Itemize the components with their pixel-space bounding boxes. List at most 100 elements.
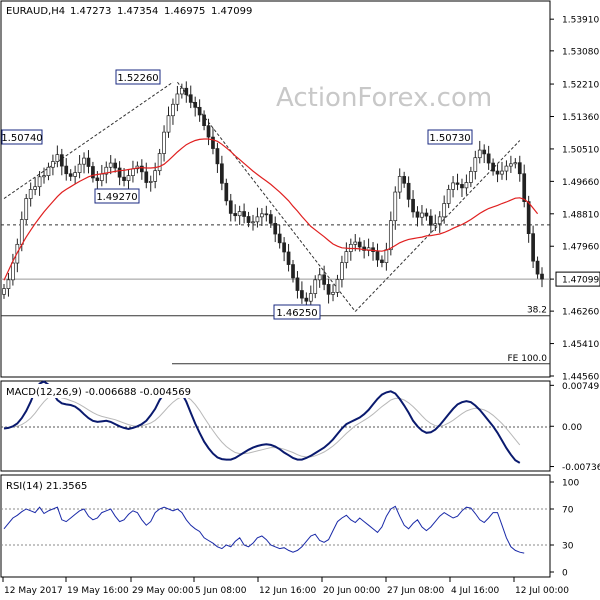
swing-label-box — [1, 129, 43, 145]
candle-body — [108, 162, 113, 168]
candle-body — [6, 279, 11, 289]
candle-body — [233, 213, 238, 217]
candle-body — [335, 279, 340, 293]
candle-body — [197, 106, 202, 116]
candle-body — [388, 220, 393, 251]
candle-body — [428, 215, 433, 226]
candle-body — [228, 200, 233, 214]
price-panel: EURAUD,H4 1.47273 1.47354 1.46975 1.4709… — [0, 0, 600, 383]
candle-body — [51, 161, 55, 168]
candle-body — [99, 173, 104, 181]
candle-body — [420, 212, 424, 218]
candle-body — [277, 233, 282, 244]
candle-body — [442, 203, 447, 218]
candle-body — [384, 249, 389, 264]
candle-body — [375, 251, 380, 261]
macd-tick-label: 0.00749 — [562, 382, 599, 392]
candle-body — [126, 175, 131, 181]
price-high: 1.47354 — [117, 6, 158, 17]
candle-body — [504, 165, 509, 172]
candle-body — [371, 247, 375, 252]
time-axis: 12 May 2017 19 May 16:00 29 May 00:00 5 Jun… — [2, 577, 569, 596]
rsi-levels — [1, 508, 550, 546]
time-tick-label: 12 May 2017 — [4, 586, 63, 596]
candle-body — [304, 297, 309, 302]
candle-body — [393, 191, 398, 222]
candle-body — [482, 149, 487, 155]
candle-body — [446, 189, 451, 204]
candle-body — [286, 251, 291, 265]
swing-label: 1.50730 — [429, 133, 470, 144]
candle-body — [86, 157, 91, 167]
candle-body — [411, 198, 415, 213]
candle-body — [206, 125, 211, 138]
candle-body — [380, 259, 384, 264]
candle-body — [406, 182, 411, 200]
candle-body — [224, 182, 229, 202]
candle-body — [397, 176, 402, 193]
candle-body — [433, 223, 438, 226]
candle-body — [113, 162, 118, 169]
candle-body — [464, 182, 469, 189]
candle-body — [162, 131, 166, 154]
candle-body — [295, 277, 300, 291]
candle-body — [495, 170, 500, 175]
candle-body — [82, 157, 86, 165]
candle-body — [148, 181, 153, 183]
candle-body — [353, 241, 358, 245]
time-tick-label: 4 Jul 16:00 — [451, 586, 500, 596]
price-tick-label: 1.46260 — [562, 308, 599, 318]
candle-body — [157, 153, 162, 172]
rsi-tick-label: 30 — [562, 542, 574, 552]
moving-average — [3, 138, 539, 281]
candle-body — [215, 148, 220, 165]
swing-label: 1.50740 — [1, 133, 42, 144]
candle-body — [491, 162, 495, 172]
candle-body — [273, 222, 278, 235]
macd-axis: 0.00749 0.00 -0.007363 — [550, 382, 600, 473]
candle-body — [451, 182, 455, 190]
candle-body — [2, 288, 6, 295]
candle-body — [477, 149, 482, 159]
candle-body — [517, 162, 522, 175]
swing-label-box — [115, 69, 161, 85]
candle-body — [313, 279, 318, 294]
time-tick-label: 27 Jun 08:00 — [387, 586, 444, 596]
candle-body — [131, 168, 135, 176]
rsi-panel-frame — [0, 474, 551, 578]
candle-body — [362, 246, 366, 251]
candle-body — [46, 166, 51, 176]
macd-signal-line — [4, 395, 521, 458]
candle-body — [357, 241, 362, 248]
candle-body — [184, 87, 189, 96]
price-tick-label: 1.45410 — [562, 340, 599, 350]
candle-body — [535, 260, 540, 275]
candle-body — [264, 213, 269, 216]
candles — [2, 81, 544, 311]
current-price-box — [555, 271, 600, 287]
rsi-tick-label: 0 — [562, 569, 568, 579]
candle-body — [180, 87, 184, 95]
price-close: 1.47099 — [211, 6, 252, 17]
candle-body — [500, 170, 504, 175]
macd-tick-label: 0.00 — [562, 423, 582, 433]
price-tick-label: 1.47960 — [562, 243, 599, 253]
price-tick-label: 1.50510 — [562, 145, 599, 155]
rsi-tick-label: 100 — [562, 479, 579, 489]
trendline — [3, 81, 174, 199]
candle-body — [300, 290, 304, 299]
watermark: ActionForex.com — [276, 83, 492, 113]
candle-body — [28, 189, 33, 199]
candle-body — [166, 115, 171, 133]
candle-body — [246, 216, 251, 223]
time-tick-label: 29 May 00:00 — [132, 586, 194, 596]
rsi-line — [3, 505, 525, 554]
macd-header: MACD(12,26,9) -0.006688 -0.004569 — [6, 387, 191, 398]
candle-body — [104, 166, 109, 175]
candle-body — [144, 171, 149, 183]
candle-body — [509, 163, 513, 167]
candle-body — [24, 198, 29, 220]
swing-label: 1.46250 — [276, 308, 317, 319]
candle-body — [11, 262, 15, 281]
